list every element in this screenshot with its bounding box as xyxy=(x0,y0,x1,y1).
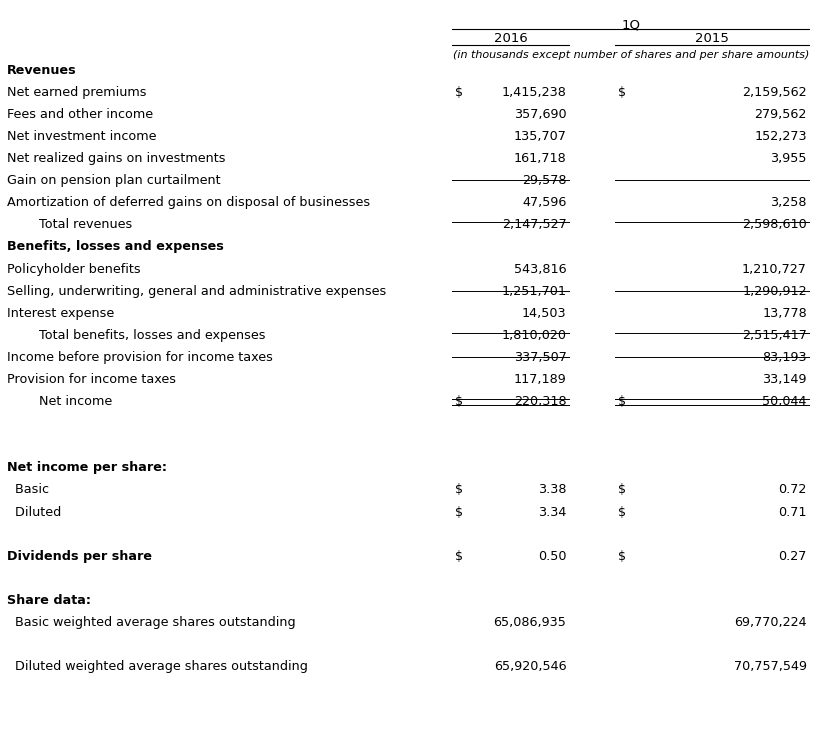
Text: 0.27: 0.27 xyxy=(778,550,807,562)
Text: $: $ xyxy=(618,484,626,497)
Text: Total revenues: Total revenues xyxy=(7,219,132,231)
Text: 357,690: 357,690 xyxy=(513,108,566,121)
Text: Share data:: Share data: xyxy=(7,594,90,607)
Text: 117,189: 117,189 xyxy=(513,373,566,386)
Text: Fees and other income: Fees and other income xyxy=(7,108,152,121)
Text: 14,503: 14,503 xyxy=(522,307,566,320)
Text: Income before provision for income taxes: Income before provision for income taxes xyxy=(7,351,272,364)
Text: 3.34: 3.34 xyxy=(538,506,566,518)
Text: 47,596: 47,596 xyxy=(522,196,566,209)
Text: $: $ xyxy=(618,395,626,408)
Text: 0.72: 0.72 xyxy=(778,484,807,497)
Text: Selling, underwriting, general and administrative expenses: Selling, underwriting, general and admin… xyxy=(7,285,385,297)
Text: 1,415,238: 1,415,238 xyxy=(501,86,566,99)
Text: -: - xyxy=(802,174,807,187)
Text: Dividends per share: Dividends per share xyxy=(7,550,152,562)
Text: 337,507: 337,507 xyxy=(513,351,566,364)
Text: 279,562: 279,562 xyxy=(755,108,807,121)
Text: 3,955: 3,955 xyxy=(770,152,807,165)
Text: 152,273: 152,273 xyxy=(754,130,807,143)
Text: Provision for income taxes: Provision for income taxes xyxy=(7,373,175,386)
Text: Net income: Net income xyxy=(7,395,112,408)
Text: 1,290,912: 1,290,912 xyxy=(742,285,807,297)
Text: 1,251,701: 1,251,701 xyxy=(501,285,566,297)
Text: 3.38: 3.38 xyxy=(538,484,566,497)
Text: 135,707: 135,707 xyxy=(513,130,566,143)
Text: Diluted weighted average shares outstanding: Diluted weighted average shares outstand… xyxy=(7,661,307,673)
Text: 13,778: 13,778 xyxy=(762,307,807,320)
Text: Revenues: Revenues xyxy=(7,64,76,76)
Text: 50,044: 50,044 xyxy=(762,395,807,408)
Text: Total benefits, losses and expenses: Total benefits, losses and expenses xyxy=(7,329,265,342)
Text: 83,193: 83,193 xyxy=(762,351,807,364)
Text: $: $ xyxy=(455,484,463,497)
Text: 65,086,935: 65,086,935 xyxy=(494,616,566,629)
Text: 33,149: 33,149 xyxy=(762,373,807,386)
Text: 2,147,527: 2,147,527 xyxy=(502,219,566,231)
Text: $: $ xyxy=(455,550,463,562)
Text: 543,816: 543,816 xyxy=(513,262,566,276)
Text: 2016: 2016 xyxy=(494,32,527,45)
Text: Net realized gains on investments: Net realized gains on investments xyxy=(7,152,225,165)
Text: $: $ xyxy=(455,395,463,408)
Text: Net income per share:: Net income per share: xyxy=(7,461,166,474)
Text: 2,598,610: 2,598,610 xyxy=(742,219,807,231)
Text: 1,210,727: 1,210,727 xyxy=(742,262,807,276)
Text: $: $ xyxy=(618,86,626,99)
Text: 29,578: 29,578 xyxy=(522,174,566,187)
Text: Net earned premiums: Net earned premiums xyxy=(7,86,146,99)
Text: Amortization of deferred gains on disposal of businesses: Amortization of deferred gains on dispos… xyxy=(7,196,370,209)
Text: 2,515,417: 2,515,417 xyxy=(742,329,807,342)
Text: $: $ xyxy=(618,550,626,562)
Text: $: $ xyxy=(618,506,626,518)
Text: 1,810,020: 1,810,020 xyxy=(501,329,566,342)
Text: 220,318: 220,318 xyxy=(513,395,566,408)
Text: Gain on pension plan curtailment: Gain on pension plan curtailment xyxy=(7,174,220,187)
Text: 69,770,224: 69,770,224 xyxy=(734,616,807,629)
Text: $: $ xyxy=(455,506,463,518)
Text: $: $ xyxy=(455,86,463,99)
Text: 1Q: 1Q xyxy=(621,19,641,31)
Text: Interest expense: Interest expense xyxy=(7,307,114,320)
Text: 70,757,549: 70,757,549 xyxy=(734,661,807,673)
Text: 65,920,546: 65,920,546 xyxy=(494,661,566,673)
Text: 0.71: 0.71 xyxy=(778,506,807,518)
Text: Policyholder benefits: Policyholder benefits xyxy=(7,262,140,276)
Text: Benefits, losses and expenses: Benefits, losses and expenses xyxy=(7,240,223,253)
Text: Basic: Basic xyxy=(7,484,49,497)
Text: Diluted: Diluted xyxy=(7,506,61,518)
Text: 2015: 2015 xyxy=(695,32,729,45)
Text: 161,718: 161,718 xyxy=(513,152,566,165)
Text: Net investment income: Net investment income xyxy=(7,130,156,143)
Text: 0.50: 0.50 xyxy=(538,550,566,562)
Text: Basic weighted average shares outstanding: Basic weighted average shares outstandin… xyxy=(7,616,295,629)
Text: (in thousands except number of shares and per share amounts): (in thousands except number of shares an… xyxy=(452,50,809,60)
Text: 3,258: 3,258 xyxy=(770,196,807,209)
Text: 2,159,562: 2,159,562 xyxy=(742,86,807,99)
